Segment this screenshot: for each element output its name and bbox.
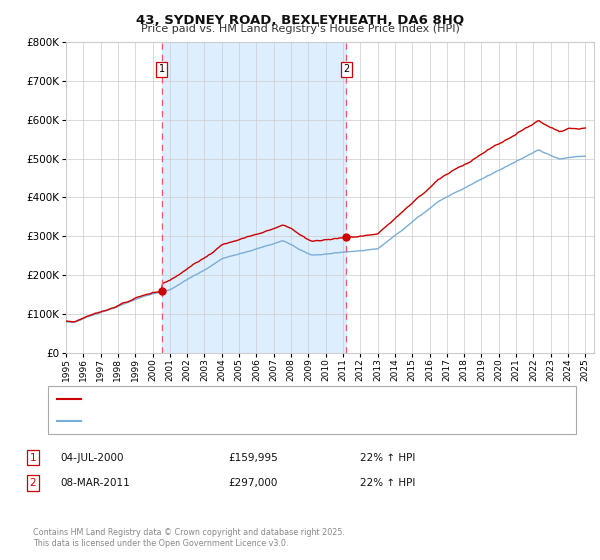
Text: 43, SYDNEY ROAD, BEXLEYHEATH, DA6 8HQ: 43, SYDNEY ROAD, BEXLEYHEATH, DA6 8HQ: [136, 14, 464, 27]
Text: 22% ↑ HPI: 22% ↑ HPI: [360, 452, 415, 463]
Text: £159,995: £159,995: [228, 452, 278, 463]
Text: 22% ↑ HPI: 22% ↑ HPI: [360, 478, 415, 488]
Text: Contains HM Land Registry data © Crown copyright and database right 2025.
This d: Contains HM Land Registry data © Crown c…: [33, 528, 345, 548]
Text: £297,000: £297,000: [228, 478, 277, 488]
Text: Price paid vs. HM Land Registry's House Price Index (HPI): Price paid vs. HM Land Registry's House …: [140, 24, 460, 34]
Text: 43, SYDNEY ROAD, BEXLEYHEATH, DA6 8HQ (semi-detached house): 43, SYDNEY ROAD, BEXLEYHEATH, DA6 8HQ (s…: [85, 394, 417, 404]
Text: 2: 2: [343, 64, 349, 74]
Text: 08-MAR-2011: 08-MAR-2011: [60, 478, 130, 488]
Text: 2: 2: [29, 478, 37, 488]
Bar: [162, 42, 346, 353]
Text: 1: 1: [159, 64, 165, 74]
Text: HPI: Average price, semi-detached house, Bexley: HPI: Average price, semi-detached house,…: [85, 416, 326, 426]
Text: 04-JUL-2000: 04-JUL-2000: [60, 452, 124, 463]
Text: 1: 1: [29, 452, 37, 463]
